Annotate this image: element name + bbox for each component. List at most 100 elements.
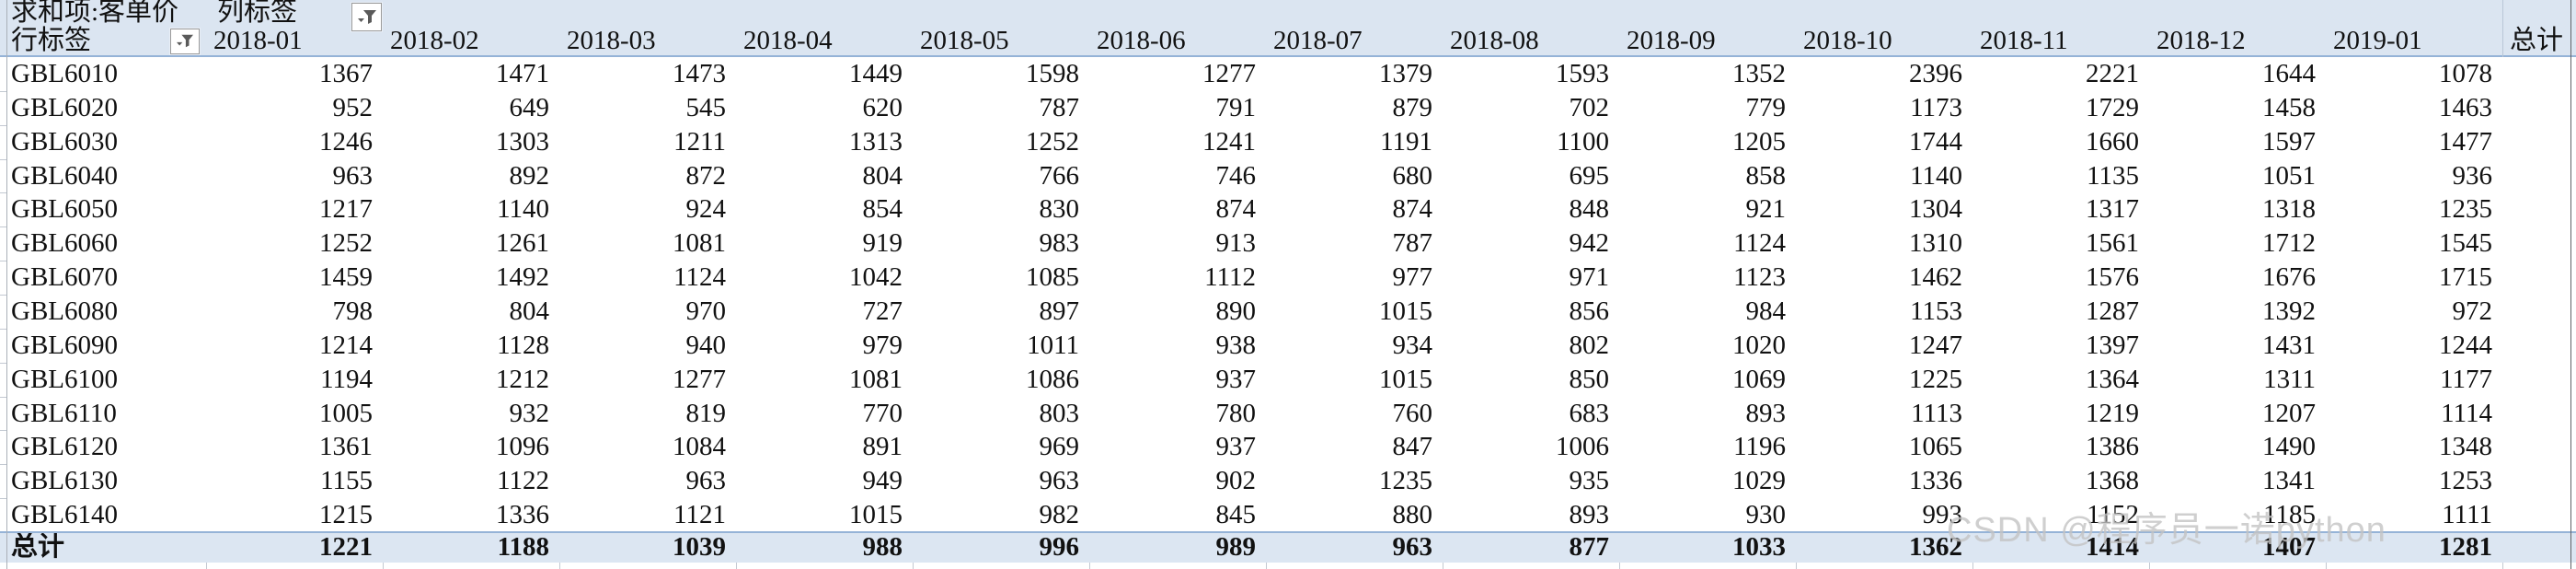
row-label[interactable]: GBL6120 xyxy=(11,432,118,462)
column-header-2018-04[interactable]: 2018-04 xyxy=(743,26,833,55)
value-cell[interactable]: 830 xyxy=(1039,194,1080,225)
value-cell[interactable]: 1253 xyxy=(2439,466,2492,496)
column-header-2018-08[interactable]: 2018-08 xyxy=(1450,26,1539,55)
value-cell[interactable]: 1020 xyxy=(1732,330,1786,360)
value-cell[interactable]: 1715 xyxy=(2439,262,2492,293)
grand-total-row-label[interactable]: 总计 xyxy=(11,532,65,562)
row-label[interactable]: GBL6100 xyxy=(11,364,118,394)
column-header-2018-05[interactable]: 2018-05 xyxy=(920,26,1009,55)
column-header-2018-06[interactable]: 2018-06 xyxy=(1097,26,1186,55)
value-cell[interactable]: 1471 xyxy=(496,59,549,88)
grand-total-value-cell[interactable]: 963 xyxy=(1392,532,1433,562)
value-cell[interactable]: 1561 xyxy=(2086,228,2139,259)
value-cell[interactable]: 798 xyxy=(332,296,374,326)
value-cell[interactable]: 874 xyxy=(1215,194,1257,225)
value-cell[interactable]: 1015 xyxy=(849,500,903,530)
grand-total-value-cell[interactable]: 1221 xyxy=(319,532,373,562)
value-cell[interactable]: 1225 xyxy=(1909,364,1962,394)
value-cell[interactable]: 1194 xyxy=(320,364,373,394)
value-cell[interactable]: 787 xyxy=(1039,92,1080,122)
value-cell[interactable]: 1214 xyxy=(319,330,373,360)
value-cell[interactable]: 1005 xyxy=(319,398,373,428)
value-cell[interactable]: 1196 xyxy=(1733,432,1786,462)
value-cell[interactable]: 787 xyxy=(1392,228,1433,259)
value-cell[interactable]: 1490 xyxy=(2262,432,2316,462)
value-cell[interactable]: 1246 xyxy=(319,126,373,157)
column-header-2018-10[interactable]: 2018-10 xyxy=(1803,26,1892,55)
value-cell[interactable]: 1124 xyxy=(673,262,726,293)
row-label[interactable]: GBL6050 xyxy=(11,194,118,225)
value-cell[interactable]: 891 xyxy=(862,432,903,462)
value-cell[interactable]: 938 xyxy=(1215,330,1257,360)
value-cell[interactable]: 1397 xyxy=(2086,330,2139,360)
value-cell[interactable]: 1318 xyxy=(2262,194,2316,225)
value-cell[interactable]: 949 xyxy=(862,466,903,496)
row-label[interactable]: GBL6110 xyxy=(11,398,117,428)
value-cell[interactable]: 880 xyxy=(1392,500,1433,530)
grand-total-value-cell[interactable]: 1414 xyxy=(2086,532,2139,562)
value-cell[interactable]: 1304 xyxy=(1909,194,1962,225)
column-header-2018-09[interactable]: 2018-09 xyxy=(1627,26,1716,55)
value-cell[interactable]: 983 xyxy=(1039,228,1080,259)
column-header-2018-01[interactable]: 2018-01 xyxy=(213,26,303,55)
value-cell[interactable]: 1744 xyxy=(1909,126,1962,157)
grand-total-value-cell[interactable]: 1039 xyxy=(673,532,726,562)
value-cell[interactable]: 1215 xyxy=(319,500,373,530)
grand-total-value-cell[interactable]: 996 xyxy=(1039,532,1080,562)
value-cell[interactable]: 1244 xyxy=(2439,330,2492,360)
value-cell[interactable]: 803 xyxy=(1039,398,1080,428)
value-cell[interactable]: 1311 xyxy=(2263,364,2316,394)
value-cell[interactable]: 1123 xyxy=(1733,262,1786,293)
value-cell[interactable]: 848 xyxy=(1569,194,1610,225)
value-cell[interactable]: 913 xyxy=(1215,228,1257,259)
value-cell[interactable]: 802 xyxy=(1569,330,1610,360)
value-cell[interactable]: 858 xyxy=(1745,160,1787,191)
value-cell[interactable]: 1261 xyxy=(496,228,549,259)
value-cell[interactable]: 970 xyxy=(685,296,727,326)
value-cell[interactable]: 1042 xyxy=(849,262,903,293)
value-cell[interactable]: 1217 xyxy=(319,194,373,225)
value-cell[interactable]: 1065 xyxy=(1909,432,1962,462)
value-cell[interactable]: 766 xyxy=(1039,160,1080,191)
value-cell[interactable]: 1576 xyxy=(2086,262,2139,293)
value-cell[interactable]: 620 xyxy=(862,92,903,122)
value-cell[interactable]: 1431 xyxy=(2262,330,2316,360)
value-cell[interactable]: 1219 xyxy=(2086,398,2139,428)
value-cell[interactable]: 935 xyxy=(1569,466,1610,496)
value-cell[interactable]: 854 xyxy=(862,194,903,225)
value-cell[interactable]: 1712 xyxy=(2262,228,2316,259)
grand-total-value-cell[interactable]: 989 xyxy=(1215,532,1257,562)
value-cell[interactable]: 1140 xyxy=(497,194,549,225)
value-cell[interactable]: 937 xyxy=(1215,364,1257,394)
value-cell[interactable]: 1317 xyxy=(2086,194,2139,225)
value-cell[interactable]: 1078 xyxy=(2439,59,2492,88)
row-label[interactable]: GBL6040 xyxy=(11,160,118,191)
grand-total-value-cell[interactable]: 1188 xyxy=(497,532,549,562)
column-header-2018-03[interactable]: 2018-03 xyxy=(567,26,656,55)
value-cell[interactable]: 1111 xyxy=(2442,500,2492,530)
value-cell[interactable]: 1676 xyxy=(2262,262,2316,293)
value-cell[interactable]: 1185 xyxy=(2263,500,2316,530)
value-cell[interactable]: 1392 xyxy=(2262,296,2316,326)
grand-total-value-cell[interactable]: 988 xyxy=(862,532,903,562)
value-cell[interactable]: 1545 xyxy=(2439,228,2492,259)
value-cell[interactable]: 1114 xyxy=(2441,398,2492,428)
value-cell[interactable]: 1029 xyxy=(1732,466,1786,496)
value-cell[interactable]: 1152 xyxy=(2087,500,2139,530)
column-header-2019-01[interactable]: 2019-01 xyxy=(2333,26,2422,55)
value-cell[interactable]: 804 xyxy=(862,160,903,191)
value-cell[interactable]: 1341 xyxy=(2262,466,2316,496)
value-cell[interactable]: 780 xyxy=(1215,398,1257,428)
value-cell[interactable]: 1121 xyxy=(673,500,726,530)
value-cell[interactable]: 963 xyxy=(332,160,374,191)
value-cell[interactable]: 1277 xyxy=(1202,59,1256,88)
value-cell[interactable]: 819 xyxy=(685,398,727,428)
value-cell[interactable]: 1247 xyxy=(1909,330,1962,360)
value-cell[interactable]: 779 xyxy=(1745,92,1787,122)
row-label[interactable]: GBL6030 xyxy=(11,126,118,157)
value-cell[interactable]: 874 xyxy=(1392,194,1433,225)
value-cell[interactable]: 1173 xyxy=(1910,92,1962,122)
value-cell[interactable]: 1085 xyxy=(1026,262,1079,293)
grand-total-value-cell[interactable]: 1362 xyxy=(1909,532,1962,562)
value-cell[interactable]: 1128 xyxy=(497,330,549,360)
